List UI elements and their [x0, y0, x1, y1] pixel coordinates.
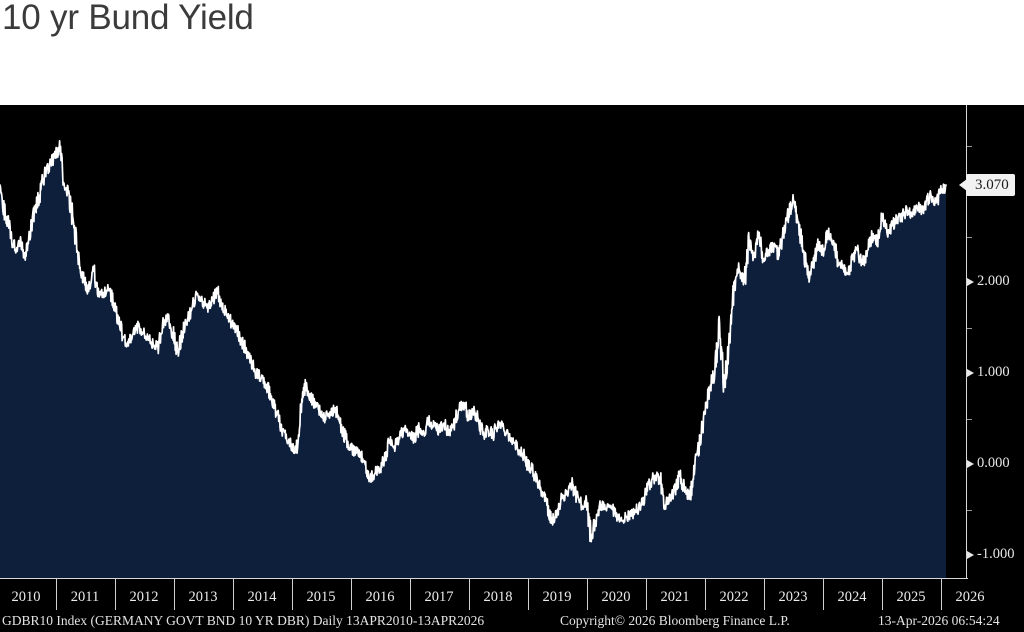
x-axis-label: 2014 [247, 589, 277, 605]
y-tick-arrow-icon [967, 278, 974, 287]
y-axis-label: 0.000 [977, 455, 1010, 472]
x-tick-separator [941, 579, 942, 610]
x-axis-label: 2026 [955, 589, 985, 605]
x-axis-label: 2025 [896, 589, 926, 605]
x-tick-separator [646, 579, 647, 610]
x-axis-label: 2016 [365, 589, 395, 605]
x-axis: 2010 2011 2012 2013 2014 2015 2016 2017 2018 2019… [0, 578, 985, 611]
x-tick-separator [174, 579, 175, 610]
timestamp: 13-Apr-2026 06:54:24 [878, 613, 1000, 628]
header-bar: 10 yr Bund Yield [0, 0, 1024, 105]
x-axis-label: 2017 [424, 589, 454, 605]
last-price-value: 3.070 [975, 176, 1009, 193]
x-tick-separator [410, 579, 411, 610]
x-tick-separator [882, 579, 883, 610]
yield-area-chart [0, 105, 968, 578]
x-tick-separator [351, 579, 352, 610]
x-axis-label: 2019 [542, 589, 572, 605]
y-tick-minor [967, 418, 972, 420]
x-axis-label: 2013 [188, 589, 218, 605]
y-tick-minor [967, 145, 972, 147]
x-tick-separator [528, 579, 529, 610]
x-axis-label: 2012 [129, 589, 159, 605]
y-tick-arrow-icon [967, 551, 974, 560]
y-tick-arrow-icon [967, 369, 974, 378]
x-tick-separator [587, 579, 588, 610]
x-tick-separator [233, 579, 234, 610]
copyright-notice: Copyright© 2026 Bloomberg Finance L.P. [560, 613, 790, 628]
x-axis-label: 2018 [483, 589, 513, 605]
x-axis-label: 2011 [70, 589, 100, 605]
plot-area[interactable] [0, 105, 968, 578]
y-axis-label: -1.000 [977, 546, 1015, 563]
y-axis-label: 2.000 [977, 273, 1010, 290]
footer-bar: GDBR10 Index (GERMANY GOVT BND 10 YR DBR… [0, 611, 1024, 632]
y-tick-minor [967, 236, 972, 238]
x-tick-separator [469, 579, 470, 610]
x-tick-separator [764, 579, 765, 610]
yield-line [0, 140, 947, 543]
x-tick-separator [292, 579, 293, 610]
x-axis-label: 2024 [837, 589, 867, 605]
x-axis-label: 2015 [306, 589, 336, 605]
x-axis-label: 2022 [719, 589, 749, 605]
last-price-callout[interactable]: 3.070 [959, 174, 1015, 196]
y-axis-label: 1.000 [977, 364, 1010, 381]
y-tick-minor [967, 509, 972, 511]
area-fill [0, 140, 946, 578]
x-axis-label: 2020 [601, 589, 631, 605]
x-tick-separator [705, 579, 706, 610]
y-tick-arrow-icon [967, 460, 974, 469]
x-axis-line [0, 578, 968, 579]
x-tick-separator [115, 579, 116, 610]
x-tick-separator [56, 579, 57, 610]
x-axis-label: 2021 [660, 589, 690, 605]
y-tick-minor [967, 327, 972, 329]
x-tick-separator [823, 579, 824, 610]
x-axis-label: 2023 [778, 589, 808, 605]
callout-pointer-icon [959, 179, 967, 191]
security-description: GDBR10 Index (GERMANY GOVT BND 10 YR DBR… [2, 613, 485, 628]
y-axis-line [966, 105, 967, 578]
page-title: 10 yr Bund Yield [2, 0, 254, 37]
x-axis-label: 2010 [11, 589, 41, 605]
